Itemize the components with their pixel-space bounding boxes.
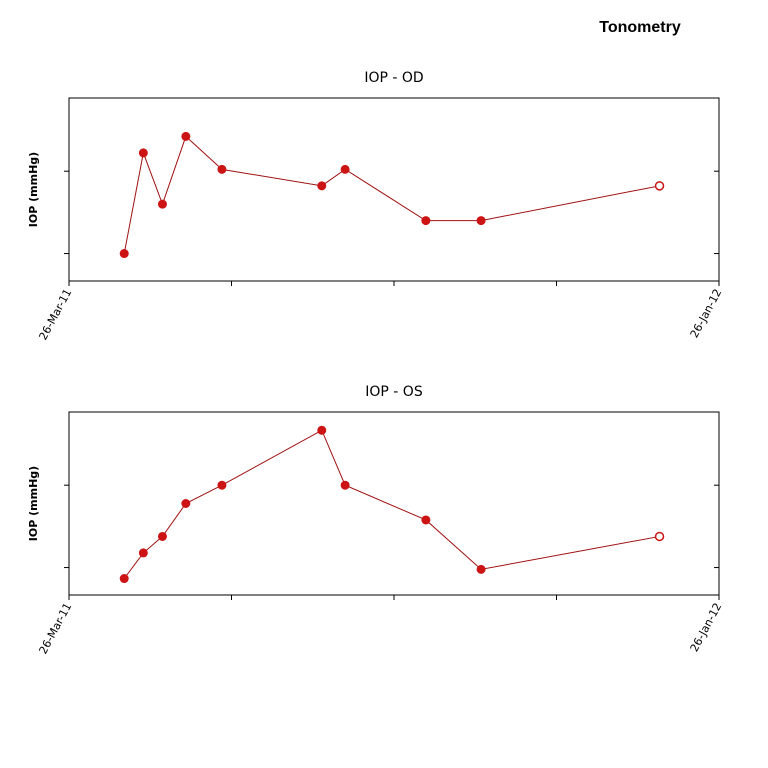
data-point [181, 131, 191, 141]
series-line [123, 429, 660, 579]
plot-frame [68, 411, 720, 596]
data-point [476, 564, 486, 574]
data-point [157, 199, 167, 209]
data-point [340, 480, 350, 490]
data-point [217, 164, 227, 174]
data-point [421, 515, 431, 525]
data-point [421, 216, 431, 226]
data-point-open [654, 531, 665, 542]
y-axis-label: IOP (mmHg) [27, 152, 40, 227]
series-line [123, 135, 660, 254]
data-point [119, 574, 129, 584]
panel-title: IOP - OS [365, 384, 423, 400]
data-point-open [654, 181, 665, 191]
y-axis-label: IOP (mmHg) [27, 466, 40, 541]
figure-title: Tonometry [599, 19, 681, 36]
x-tick-label: 26-Mar-11 [37, 601, 75, 657]
plot-frame [68, 97, 720, 282]
x-tick-label: 26-Jan-12 [688, 287, 725, 340]
data-point [119, 249, 129, 259]
data-point [317, 425, 327, 435]
x-tick-label: 26-Mar-11 [37, 287, 75, 343]
data-point [181, 499, 191, 508]
data-point [317, 181, 327, 191]
x-tick-label: 26-Jan-12 [688, 601, 725, 654]
data-point [217, 480, 227, 490]
data-point [340, 164, 350, 174]
data-point [138, 548, 148, 558]
panel-title: IOP - OD [364, 70, 423, 86]
data-point [476, 216, 486, 226]
data-point [138, 148, 148, 158]
data-point [157, 531, 167, 541]
